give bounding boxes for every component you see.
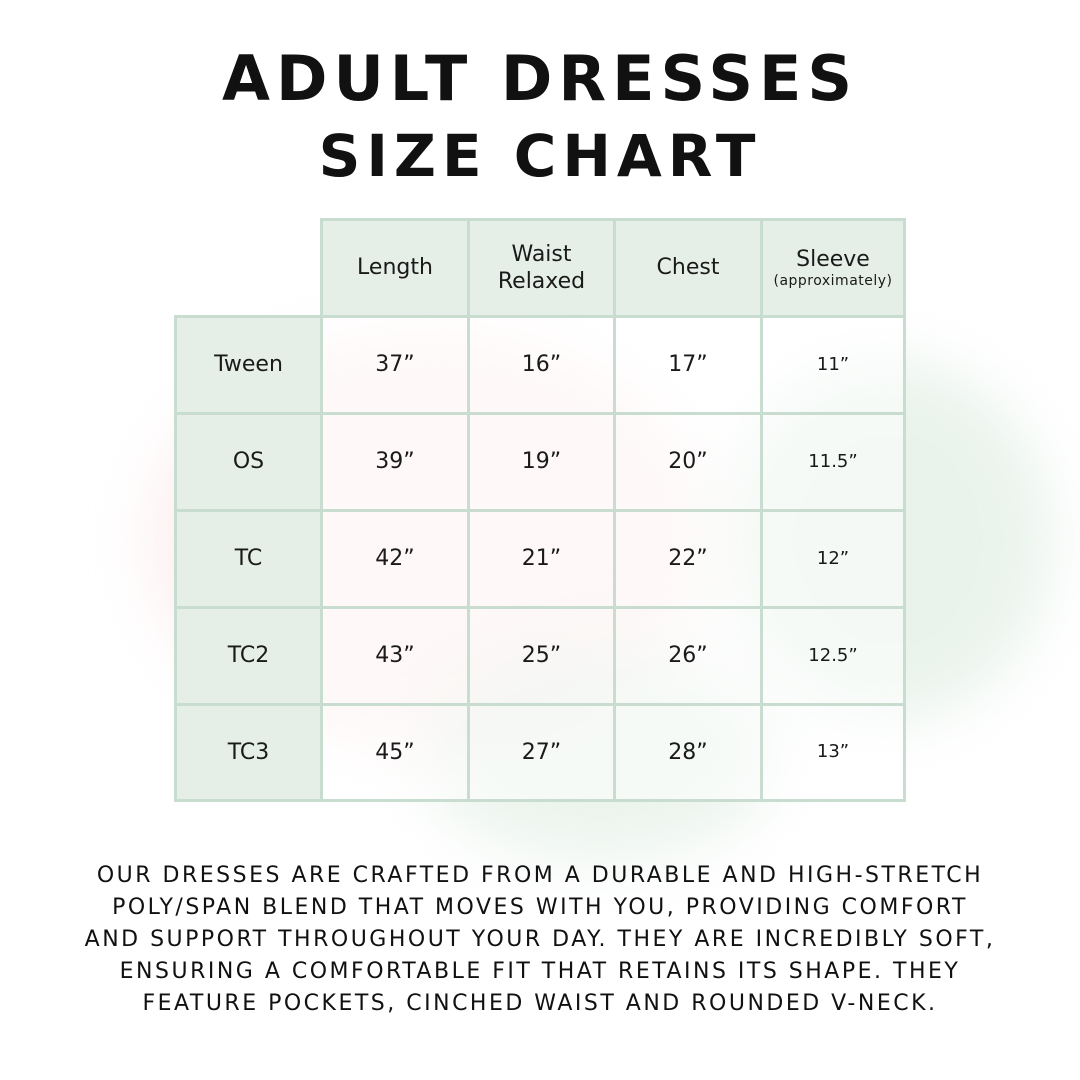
table-cell: 37” <box>320 315 470 415</box>
description: our dresses are crafted from a durable a… <box>0 860 1080 1020</box>
table-cell: 21” <box>467 509 616 609</box>
table-cell: 20” <box>613 412 763 512</box>
column-header-label: Sleeve <box>796 246 870 272</box>
column-header-label: Chest <box>656 255 720 281</box>
table-cell: 45” <box>320 703 470 802</box>
description-line: poly/span blend that moves with you, pro… <box>112 895 968 920</box>
table-cell: 39” <box>320 412 470 512</box>
table-cell: 12.5” <box>760 606 906 706</box>
table-cell: 43” <box>320 606 470 706</box>
table-cell: 27” <box>467 703 616 802</box>
table-cell: 11” <box>760 315 906 415</box>
column-header: Length <box>320 218 470 318</box>
table-cell: 26” <box>613 606 763 706</box>
table-cell: 11.5” <box>760 412 906 512</box>
table-cell: 13” <box>760 703 906 802</box>
table-cell: 28” <box>613 703 763 802</box>
column-header: Chest <box>613 218 763 318</box>
row-header: TC2 <box>174 606 323 706</box>
page-title: ADULT DRESSES <box>222 42 858 115</box>
column-header-note: (approximately) <box>773 273 893 289</box>
table-cell: 19” <box>467 412 616 512</box>
row-header: TC3 <box>174 703 323 802</box>
description-line: ensuring a comfortable fit that retains … <box>119 959 961 984</box>
row-header: TC <box>174 509 323 609</box>
column-header: Sleeve (approximately) <box>760 218 906 318</box>
page-subtitle: SIZE CHART <box>318 122 762 190</box>
description-line: our dresses are crafted from a durable a… <box>96 863 984 888</box>
table-cell: 42” <box>320 509 470 609</box>
table-cell: 22” <box>613 509 763 609</box>
row-header: OS <box>174 412 323 512</box>
column-header-label: Length <box>357 255 433 281</box>
table-cell: 25” <box>467 606 616 706</box>
table-cell: 16” <box>467 315 616 415</box>
row-header: Tween <box>174 315 323 415</box>
column-header-label: Waist Relaxed <box>497 241 586 295</box>
table-cell: 12” <box>760 509 906 609</box>
column-header: Waist Relaxed <box>467 218 616 318</box>
description-line: feature pockets, cinched waist and round… <box>142 991 938 1016</box>
description-line: and support throughout your day. they ar… <box>84 927 996 952</box>
table-cell: 17” <box>613 315 763 415</box>
